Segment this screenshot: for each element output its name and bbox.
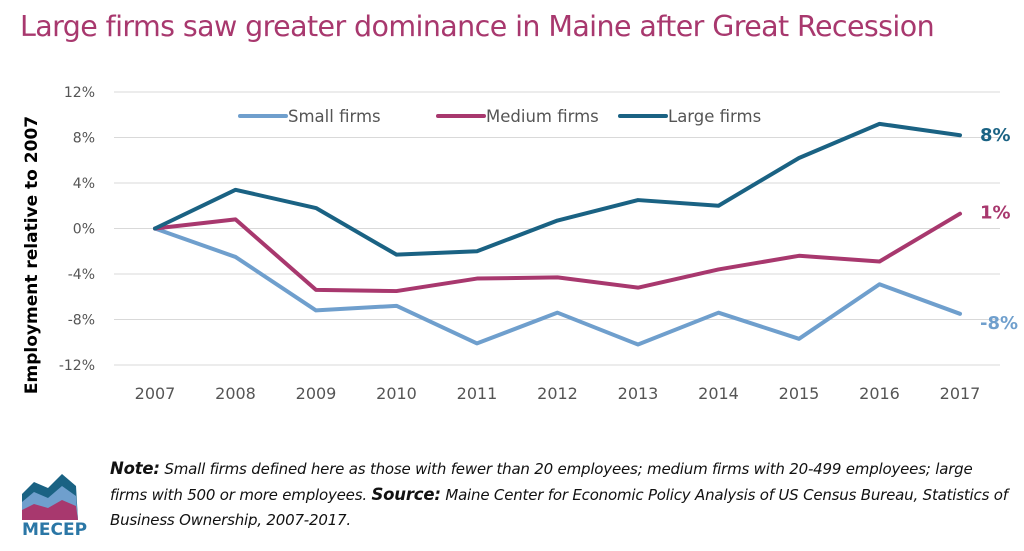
note-label: Note: (110, 459, 160, 478)
series-lines (153, 121, 962, 347)
source-text: Maine Center for Economic Policy Analysi… (110, 486, 1008, 529)
footnote: Note: Small firms defined here as those … (110, 456, 1010, 533)
series-end-label: 8% (980, 125, 1011, 146)
y-tick-label: -4% (68, 267, 95, 283)
x-tick-label: 2013 (618, 384, 659, 403)
series-end-label: -8% (980, 313, 1018, 334)
y-axis-ticks: -12% -8% -4% 0% 4% 8% 12% (59, 85, 95, 374)
chart-title: Large firms saw greater dominance in Mai… (20, 10, 935, 43)
logo-text: MECEP (22, 520, 88, 540)
series-line (153, 121, 962, 257)
y-axis-label: Employment relative to 2007 (22, 116, 42, 394)
legend-label: Large firms (668, 107, 761, 126)
y-tick-label: 8% (73, 131, 95, 147)
x-tick-label: 2011 (457, 384, 498, 403)
series-line (153, 211, 962, 294)
series-line (153, 226, 962, 347)
legend-label: Small firms (288, 107, 381, 126)
series-end-label: 1% (980, 203, 1011, 224)
gridlines (114, 91, 1000, 366)
x-tick-label: 2010 (376, 384, 417, 403)
x-tick-label: 2012 (537, 384, 578, 403)
mecep-logo-icon (22, 474, 78, 520)
x-tick-label: 2017 (940, 384, 981, 403)
legend-label: Medium firms (486, 107, 599, 126)
x-tick-label: 2009 (296, 384, 337, 403)
y-tick-label: -12% (59, 358, 95, 374)
y-tick-label: 12% (64, 85, 95, 101)
end-labels: -8% 1% 8% (980, 125, 1018, 334)
x-tick-label: 2014 (698, 384, 739, 403)
x-tick-label: 2016 (859, 384, 900, 403)
source-label: Source: (371, 485, 441, 504)
x-tick-label: 2015 (779, 384, 820, 403)
y-tick-label: 0% (73, 222, 95, 238)
x-tick-label: 2008 (215, 384, 256, 403)
note-text: Small firms defined here as those with f… (110, 460, 973, 504)
legend: Small firms Medium firms Large firms (238, 107, 761, 126)
y-tick-label: 4% (73, 176, 95, 192)
y-tick-label: -8% (68, 313, 95, 329)
x-tick-label: 2007 (135, 384, 176, 403)
x-axis-ticks: 2007 2008 2009 2010 2011 2012 2013 2014 2015 2016… (135, 384, 981, 403)
